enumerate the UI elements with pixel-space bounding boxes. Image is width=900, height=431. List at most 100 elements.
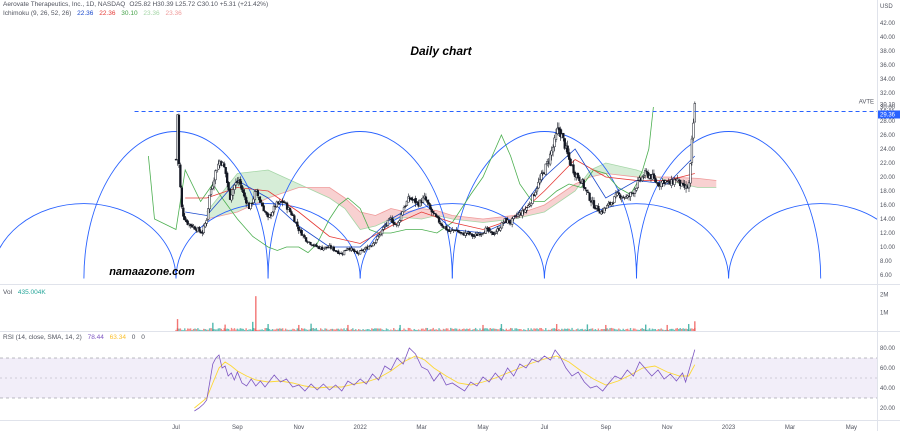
volume-bar bbox=[243, 329, 246, 331]
candle-body bbox=[407, 196, 410, 203]
volume-bar bbox=[258, 329, 261, 331]
volume-bar bbox=[656, 330, 658, 331]
volume-bar bbox=[233, 328, 236, 331]
volume-bar bbox=[559, 329, 562, 331]
candle-body bbox=[512, 216, 515, 219]
volume-spike-bar bbox=[176, 319, 179, 331]
candle-body bbox=[578, 176, 581, 182]
volume-bar bbox=[336, 328, 338, 331]
volume-bar bbox=[401, 329, 404, 331]
rsi-tick-label: 40.00 bbox=[880, 386, 896, 392]
ichimoku-value: 23.36 bbox=[143, 10, 160, 17]
volume-bar bbox=[185, 330, 187, 331]
volume-bar bbox=[265, 328, 268, 331]
candle-body bbox=[264, 211, 267, 213]
volume-bar bbox=[277, 328, 280, 331]
candle-body bbox=[655, 182, 658, 184]
volume-bar bbox=[439, 329, 442, 331]
volume-bar bbox=[553, 328, 556, 331]
volume-bar bbox=[534, 328, 537, 331]
candle-body bbox=[411, 199, 414, 201]
candle-body bbox=[215, 169, 219, 173]
volume-bar bbox=[186, 328, 189, 331]
volume-bar bbox=[299, 329, 301, 331]
candle-body bbox=[510, 218, 514, 225]
candle-body bbox=[272, 205, 276, 213]
volume-bar bbox=[203, 328, 205, 331]
candle-body bbox=[205, 220, 208, 224]
candle-body bbox=[673, 179, 676, 185]
volume-bar bbox=[438, 328, 440, 331]
volume-bar bbox=[188, 328, 190, 331]
volume-bar bbox=[447, 328, 449, 331]
volume-spike-bar bbox=[500, 324, 503, 331]
candle-body bbox=[556, 127, 559, 134]
rsi-sma-value: 63.34 bbox=[109, 334, 126, 341]
volume-bar bbox=[517, 329, 519, 331]
volume-bar bbox=[433, 329, 436, 331]
price-tick-label: 18.00 bbox=[880, 189, 896, 195]
volume-bar bbox=[490, 328, 493, 331]
volume-bar bbox=[530, 328, 532, 331]
volume-bar bbox=[566, 328, 569, 331]
price-tick-label: 16.00 bbox=[880, 203, 896, 209]
rsi-pane: 80.00 60.00 40.00 20.00 bbox=[0, 346, 896, 412]
level-price-label: 29.36 bbox=[880, 112, 896, 118]
volume-bar bbox=[220, 328, 223, 331]
volume-bar bbox=[407, 327, 410, 331]
candle-body bbox=[190, 224, 194, 228]
time-tick-label: Nov bbox=[662, 425, 673, 431]
volume-spike-bar bbox=[347, 324, 349, 331]
candle-body bbox=[297, 227, 300, 232]
candle-body bbox=[588, 192, 591, 201]
volume-spike-bar bbox=[310, 323, 312, 331]
volume-bar bbox=[539, 327, 541, 331]
candle-body bbox=[334, 250, 337, 252]
price-tick-label: 8.00 bbox=[880, 259, 892, 265]
ichimoku-value: 23.36 bbox=[165, 10, 182, 17]
rsi-tick-label: 60.00 bbox=[880, 366, 896, 372]
volume-spike-bar bbox=[267, 324, 269, 331]
candle-body bbox=[535, 188, 539, 192]
candle-body bbox=[532, 194, 536, 197]
candle-body bbox=[620, 197, 623, 199]
volume-spike-bar bbox=[687, 324, 690, 331]
volume-bar bbox=[556, 329, 559, 331]
volume-bar bbox=[486, 328, 488, 331]
candle-body bbox=[693, 103, 696, 123]
candle-body bbox=[329, 245, 333, 249]
volume-bar bbox=[271, 329, 274, 331]
volume-bar bbox=[376, 328, 379, 331]
volume-bar bbox=[337, 328, 339, 331]
volume-bar bbox=[175, 329, 177, 331]
volume-spike-bar bbox=[298, 324, 300, 331]
candle-body bbox=[226, 172, 229, 183]
volume-bar bbox=[621, 330, 623, 331]
candle-body bbox=[550, 150, 553, 156]
cycle-arc-small bbox=[543, 203, 730, 279]
volume-bar bbox=[477, 330, 480, 331]
volume-bar bbox=[594, 329, 597, 331]
candle-body bbox=[227, 182, 230, 191]
candle-body bbox=[252, 198, 255, 203]
candle-body bbox=[268, 214, 271, 218]
volume-bar bbox=[607, 329, 610, 331]
ichimoku-legend[interactable]: Ichimoku (9, 26, 52, 26) 22.36 22.36 30.… bbox=[3, 10, 186, 17]
volume-bar bbox=[683, 328, 686, 331]
volume-bar bbox=[382, 329, 385, 331]
cycle-arc-small bbox=[728, 203, 877, 279]
volume-bar bbox=[328, 329, 331, 331]
volume-bar bbox=[518, 329, 521, 331]
rsi-legend[interactable]: RSI (14, close, SMA, 14, 2) 78.44 63.34 … bbox=[3, 334, 149, 341]
volume-spike-bar bbox=[645, 324, 647, 331]
price-tick-label: 24.00 bbox=[880, 147, 896, 153]
volume-legend[interactable]: Vol 435.004K bbox=[3, 289, 50, 296]
ichimoku-value: 30.10 bbox=[121, 10, 138, 17]
volume-bar bbox=[574, 330, 576, 331]
volume-bar bbox=[314, 328, 316, 331]
candle-body bbox=[500, 222, 504, 229]
candle-body bbox=[502, 222, 505, 224]
volume-bar bbox=[245, 328, 247, 331]
